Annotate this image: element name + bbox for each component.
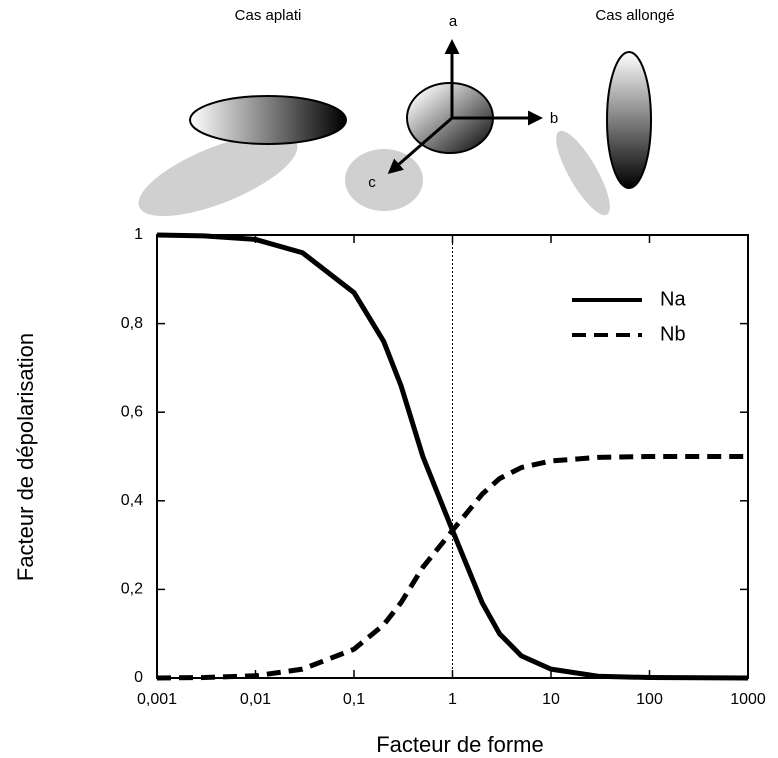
axis-arrow: [387, 116, 453, 174]
x-tick-label: 0,01: [240, 691, 271, 708]
legend-label: Nb: [660, 323, 686, 345]
y-tick-label: 0,2: [121, 581, 143, 598]
diagram: Cas aplati Cas allongé a b c: [138, 7, 675, 217]
shadow: [556, 130, 610, 216]
series-line: [156, 232, 749, 681]
x-tick-label: 100: [636, 691, 663, 708]
annotation: a: [449, 13, 458, 30]
x-tick-label: 0,1: [343, 691, 365, 708]
y-tick-label: 0,8: [121, 315, 143, 332]
x-tick-label: 10: [542, 691, 560, 708]
y-tick-label: 0,4: [121, 492, 143, 509]
y-axis-label: Facteur de dépolarisation: [13, 333, 38, 581]
annotation: Cas aplati: [235, 7, 302, 24]
prolate-ellipsoid: [606, 51, 652, 189]
oblate-ellipsoid: [189, 95, 347, 145]
y-tick-label: 1: [134, 226, 143, 243]
x-axis-label: Facteur de forme: [376, 732, 544, 757]
x-tick-label: 0,001: [137, 691, 177, 708]
x-tick-label: 1: [448, 691, 457, 708]
x-tick-label: 1000: [730, 691, 766, 708]
y-tick-label: 0: [134, 669, 143, 686]
annotation: b: [550, 110, 558, 127]
legend-label: Na: [660, 288, 686, 310]
series-line: [156, 454, 748, 681]
shadow: [345, 149, 423, 211]
annotation: c: [368, 174, 376, 191]
annotation: Cas allongé: [595, 7, 674, 24]
y-tick-label: 0,6: [121, 403, 143, 420]
shadow: [138, 133, 298, 217]
